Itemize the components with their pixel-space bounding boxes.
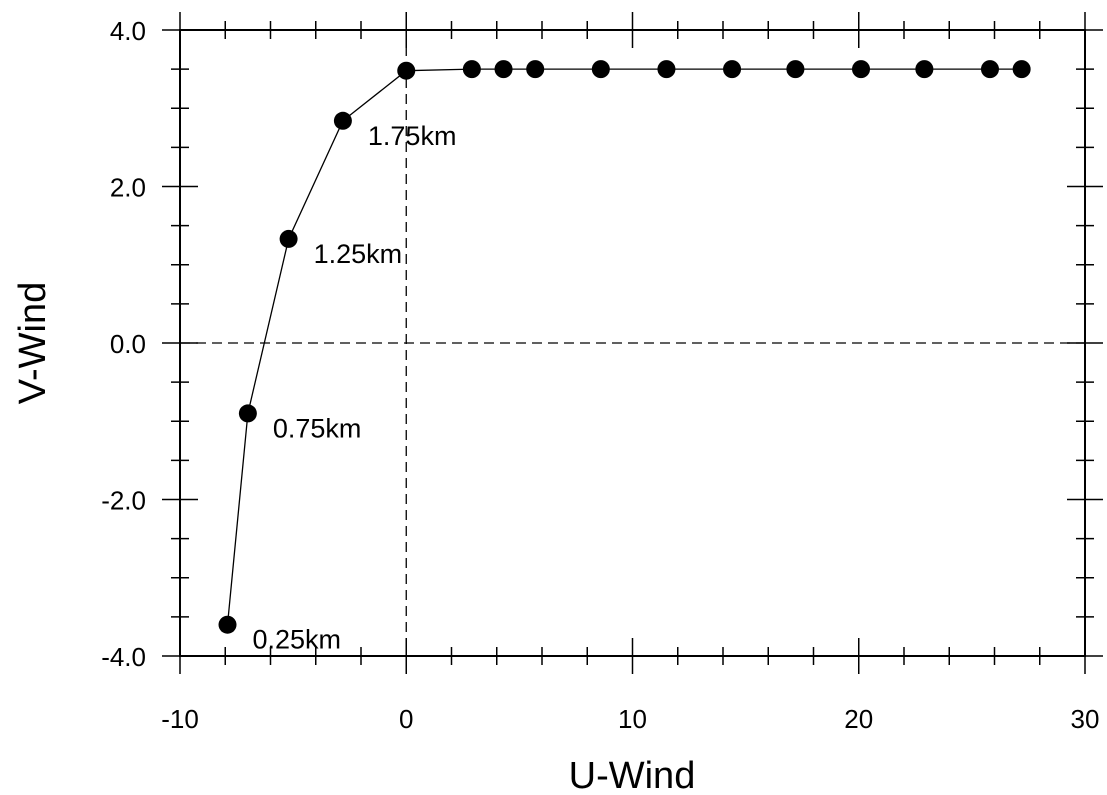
hodograph-line <box>226 68 1022 625</box>
data-point <box>333 111 352 130</box>
tick-labels: -10 0 10 20 30 -4.0 -2.0 0.0 2.0 4.0 <box>101 16 1099 734</box>
reference-lines <box>180 30 1085 656</box>
height-label: 0.75km <box>273 413 362 443</box>
data-point <box>462 60 481 79</box>
data-point <box>657 60 676 79</box>
y-tick-label: -4.0 <box>101 642 146 672</box>
y-tick-label: 2.0 <box>110 173 146 203</box>
data-point <box>526 60 545 79</box>
y-axis-title: V-Wind <box>12 282 54 404</box>
data-point <box>980 60 999 79</box>
x-tick-label: 10 <box>618 704 647 734</box>
data-point <box>1012 60 1031 79</box>
y-tick-label: 0.0 <box>110 329 146 359</box>
y-tick-label: -2.0 <box>101 486 146 516</box>
height-label: 0.25km <box>253 625 342 655</box>
x-tick-label: -10 <box>161 704 199 734</box>
data-point <box>852 60 871 79</box>
height-label: 1.25km <box>314 239 403 269</box>
y-tick-label: 4.0 <box>110 16 146 46</box>
data-point <box>238 404 257 423</box>
data-series <box>218 60 1031 634</box>
data-point <box>915 60 934 79</box>
data-point <box>723 60 742 79</box>
x-tick-label: 20 <box>844 704 873 734</box>
data-point <box>494 60 513 79</box>
data-point <box>591 60 610 79</box>
data-point <box>279 229 298 248</box>
data-point <box>786 60 805 79</box>
x-tick-label: 30 <box>1071 704 1100 734</box>
height-label: 1.75km <box>368 121 457 151</box>
axis-ticks <box>162 12 1103 674</box>
data-point <box>218 615 237 634</box>
data-point <box>397 61 416 80</box>
point-annotations: 0.25km 0.75km 1.25km 1.75km <box>253 121 457 655</box>
x-axis-title: U-Wind <box>569 755 696 795</box>
x-tick-label: 0 <box>399 704 413 734</box>
